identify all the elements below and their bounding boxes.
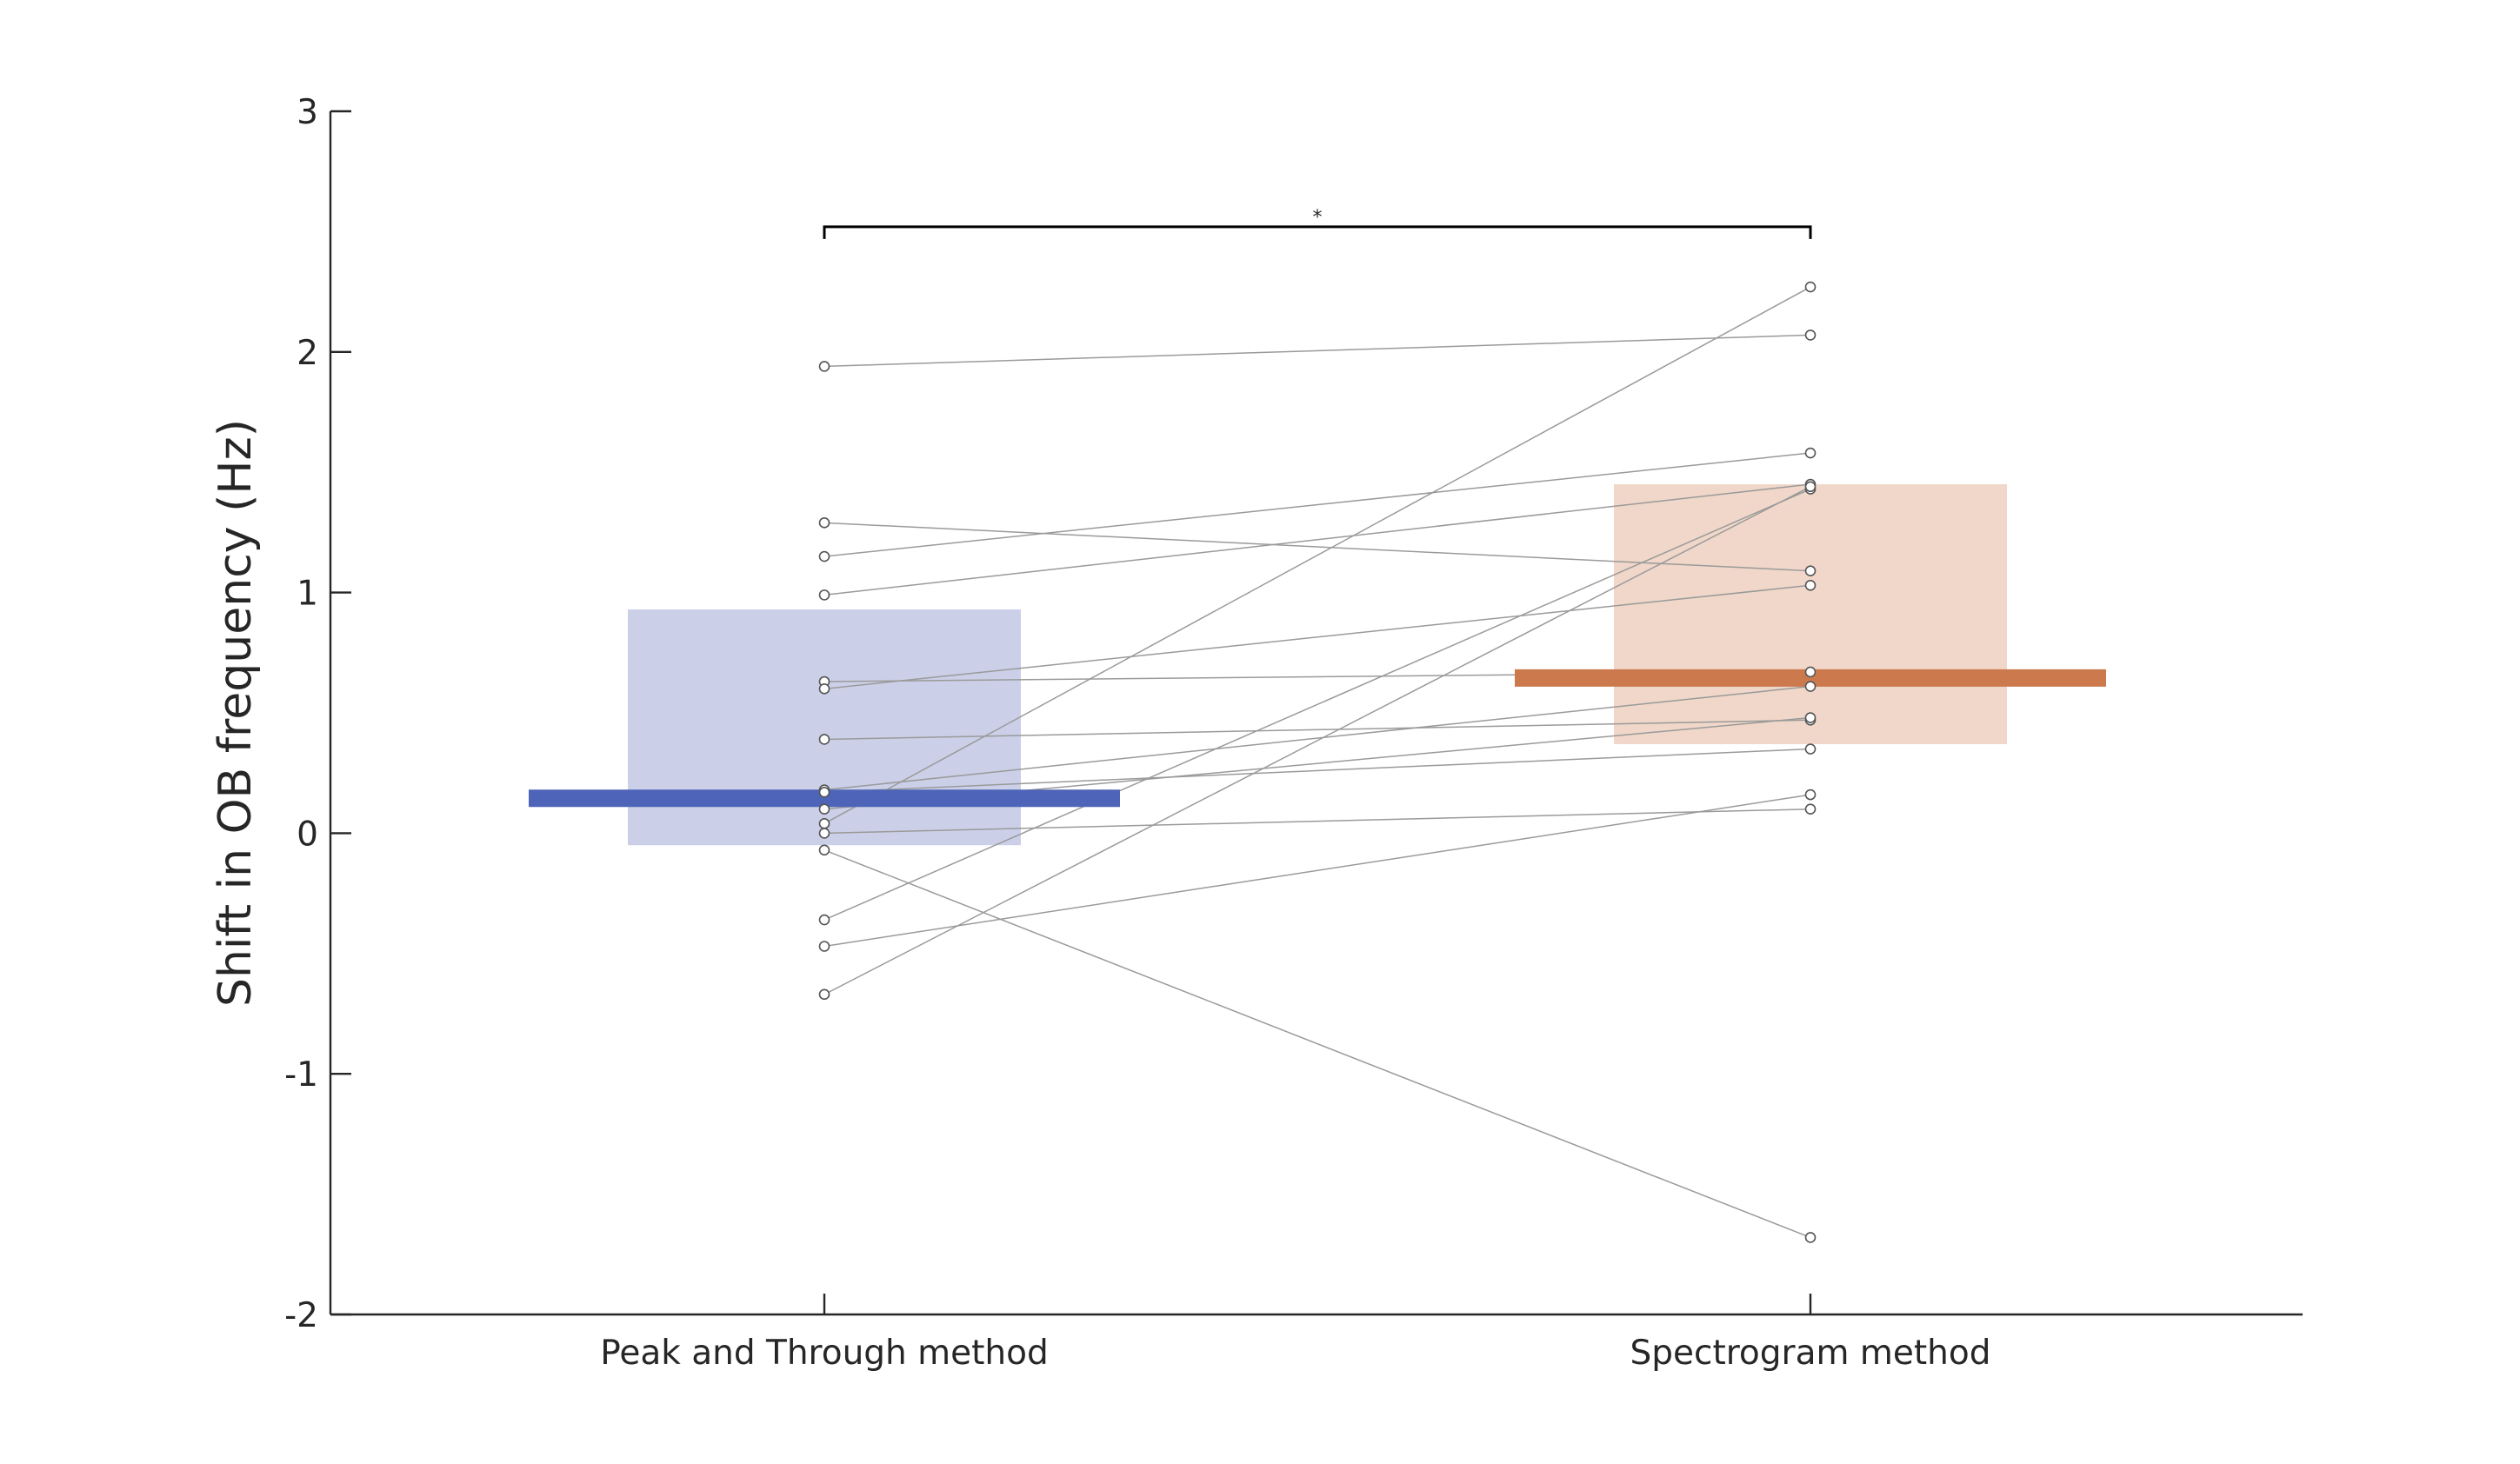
- data-point: [1804, 579, 1817, 591]
- data-point: [1804, 681, 1817, 692]
- data-point: [818, 683, 830, 695]
- mean-bar-2: [1515, 669, 2106, 687]
- pair-line: [823, 794, 1811, 948]
- significance-bracket: [823, 225, 1812, 239]
- pair-line: [823, 452, 1811, 557]
- pair-line: [823, 808, 1811, 835]
- data-point: [818, 988, 830, 1001]
- data-point: [818, 828, 830, 839]
- pair-line: [823, 685, 1811, 791]
- y-tick-label: 1: [297, 575, 318, 614]
- pair-line: [823, 486, 1811, 995]
- data-point: [1804, 666, 1817, 678]
- y-axis-label: Shift in OB frequency (Hz): [210, 419, 262, 1007]
- pair-line: [823, 584, 1811, 690]
- axes: -2 -1 0 1 2 3 Peak and Through method Spectrogr…: [284, 93, 2303, 1373]
- data-point: [818, 818, 830, 829]
- data-point: [818, 589, 830, 601]
- data-point: [818, 803, 830, 815]
- data-point: [1804, 712, 1817, 723]
- data-point: [818, 941, 830, 952]
- mean-bar-1: [529, 789, 1120, 808]
- data-point: [1804, 789, 1817, 801]
- data-point: [1804, 329, 1817, 341]
- data-point: [1804, 743, 1817, 755]
- confidence-box-2: [1614, 484, 2007, 744]
- data-point: [1804, 1232, 1817, 1243]
- data-point: [1804, 481, 1817, 493]
- y-tick-label: 3: [297, 93, 318, 132]
- significance-annotation: *: [823, 207, 1812, 239]
- data-point: [818, 844, 830, 856]
- x-tick-label: Peak and Through method: [600, 1334, 1049, 1373]
- data-point: [818, 734, 830, 745]
- pair-line: [823, 488, 1811, 921]
- pair-line: [823, 522, 1811, 572]
- data-point: [818, 361, 830, 372]
- data-point: [818, 914, 830, 926]
- significance-star: *: [1313, 207, 1323, 229]
- pair-line: [823, 849, 1811, 1239]
- data-point: [818, 787, 830, 798]
- data-point: [1804, 447, 1817, 459]
- data-point: [1804, 565, 1817, 576]
- data-points: [818, 281, 1817, 1243]
- y-tick-label: 0: [297, 815, 318, 854]
- x-tick-label: Spectrogram method: [1630, 1334, 1991, 1373]
- mean-bars: [529, 669, 2106, 808]
- pair-line: [823, 286, 1811, 824]
- pair-line: [823, 334, 1811, 368]
- data-point: [818, 550, 830, 562]
- y-tick-label: 2: [297, 334, 318, 373]
- pair-line: [823, 719, 1811, 741]
- pair-lines: [823, 286, 1811, 1239]
- pair-line: [823, 748, 1811, 794]
- data-point: [818, 517, 830, 529]
- y-tick-label: -1: [284, 1055, 318, 1095]
- data-point: [1804, 803, 1817, 815]
- pair-line: [823, 483, 1811, 596]
- y-tick-label: -2: [284, 1296, 318, 1335]
- data-point: [1804, 281, 1817, 293]
